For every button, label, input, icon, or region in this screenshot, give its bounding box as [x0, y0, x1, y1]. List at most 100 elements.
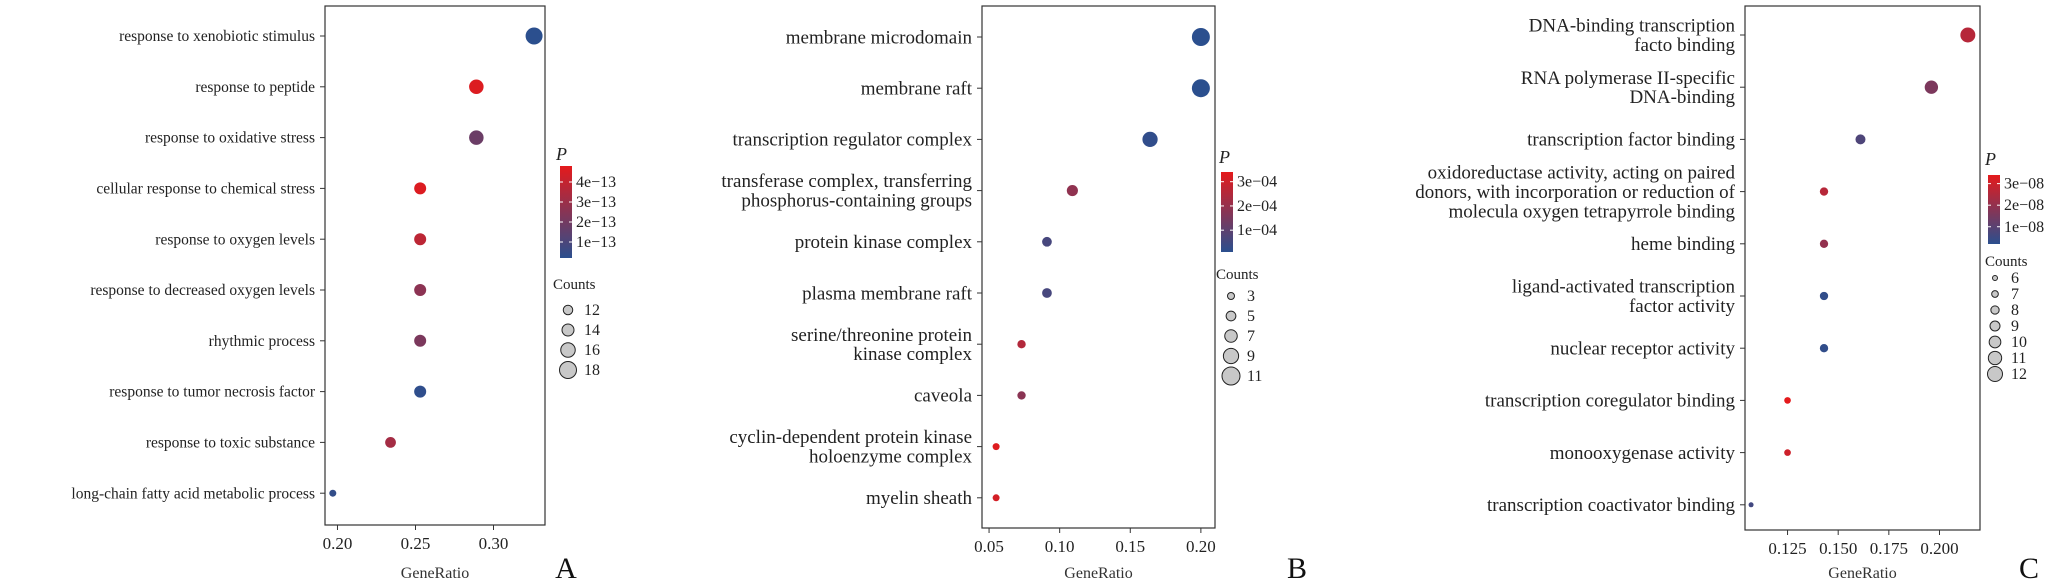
size-legend-dot: [1221, 366, 1241, 386]
data-point: [1191, 79, 1210, 98]
data-point: [525, 27, 543, 45]
panel-B: 0.05 0.10 0.15 0.20 GeneRatio membrane microd…: [721, 5, 1307, 584]
term-label: nuclear receptor activity: [1550, 338, 1735, 359]
color-legend-label: 4e−13: [576, 174, 616, 191]
term-label: factor activity: [1629, 296, 1736, 317]
term-label: facto binding: [1634, 35, 1735, 56]
term-label: DNA-binding transcription: [1529, 16, 1736, 37]
size-legend-label: 18: [584, 362, 600, 379]
data-point: [1142, 131, 1158, 148]
size-legend-label: 12: [2011, 366, 2027, 383]
data-point: [1960, 27, 1976, 43]
x-tick-label: 0.20: [1186, 537, 1216, 556]
x-tick-label: 0.10: [1045, 537, 1075, 556]
term-label: rhythmic process: [209, 333, 315, 350]
data-point: [329, 489, 337, 497]
data-point: [992, 494, 1000, 502]
x-tick-label: 0.05: [974, 537, 1004, 556]
plot-frame: [1744, 5, 1981, 531]
size-legend-title: Counts: [1216, 267, 1259, 283]
size-legend-label: 16: [584, 342, 600, 359]
color-legend-label: 1e−08: [2004, 219, 2044, 236]
data-point: [1819, 239, 1829, 248]
x-tick-label: 0.125: [1768, 539, 1806, 558]
size-legend-label: 11: [2011, 350, 2026, 367]
data-point: [469, 79, 484, 95]
term-label: response to oxidative stress: [145, 130, 315, 147]
size-legend-label: 3: [1247, 288, 1255, 305]
data-point: [414, 233, 427, 246]
data-point: [385, 437, 396, 448]
term-label: donors, with incorporation or reduction …: [1415, 182, 1735, 203]
term-label: response to oxygen levels: [155, 231, 315, 248]
size-legend-dot: [1989, 320, 2001, 332]
size-legend-label: 14: [584, 322, 600, 339]
term-label: transcription coactivator binding: [1487, 495, 1735, 516]
term-label: kinase complex: [853, 344, 972, 365]
size-legend-label: 7: [2011, 286, 2019, 303]
data-point: [1924, 80, 1939, 94]
x-tick-label: 0.150: [1819, 539, 1857, 558]
size-legend-dot: [1227, 292, 1235, 300]
color-legend-label: 3e−08: [2004, 176, 2044, 193]
term-label: DNA-binding: [1629, 87, 1735, 108]
data-point: [1017, 391, 1026, 400]
size-legend-label: 11: [1247, 368, 1262, 385]
term-label: serine/threonine protein: [791, 325, 972, 346]
term-label: monooxygenase activity: [1550, 443, 1736, 464]
x-tick-label: 0.30: [479, 534, 509, 553]
term-label: protein kinase complex: [795, 232, 973, 253]
size-legend-label: 7: [1247, 328, 1255, 345]
color-legend-label: 3e−04: [1237, 174, 1277, 191]
data-point: [992, 443, 1000, 451]
term-label: RNA polymerase II-specific: [1521, 68, 1735, 89]
size-legend-dot: [1992, 275, 1998, 281]
size-legend-label: 9: [1247, 348, 1255, 365]
term-label: molecula oxygen tetrapyrrole binding: [1449, 201, 1736, 222]
color-legend-label: 1e−13: [576, 234, 616, 251]
data-point: [414, 385, 427, 398]
panel-C: 0.125 0.150 0.175 0.200 GeneRatio DNA-binding…: [1415, 5, 2044, 584]
x-axis-label: GeneRatio: [1064, 565, 1132, 582]
panel-label: A: [555, 552, 577, 584]
x-tick-label: 0.200: [1920, 539, 1958, 558]
term-label: response to tumor necrosis factor: [109, 384, 316, 401]
size-legend-label: 5: [1247, 308, 1255, 325]
term-label: response to peptide: [195, 79, 315, 96]
data-point: [1042, 288, 1052, 298]
data-point: [414, 334, 427, 347]
x-tick-label: 0.25: [401, 534, 431, 553]
data-point: [1066, 185, 1078, 197]
size-legend-dot: [562, 304, 574, 316]
size-legend-dot: [1224, 329, 1238, 343]
term-label: plasma membrane raft: [802, 283, 973, 304]
data-point: [1042, 236, 1052, 247]
data-point: [1017, 340, 1026, 349]
size-legend-label: 9: [2011, 318, 2019, 335]
color-legend-label: 2e−08: [2004, 197, 2044, 214]
data-point: [1819, 291, 1829, 301]
x-axis-label: GeneRatio: [1828, 565, 1896, 582]
color-bar: [560, 166, 572, 258]
term-label: response to toxic substance: [146, 435, 315, 452]
x-axis-label: GeneRatio: [401, 565, 469, 582]
term-label: phosphorus-containing groups: [741, 191, 972, 212]
size-legend-dot: [559, 361, 577, 379]
size-legend-dot: [1991, 290, 1999, 298]
term-label: caveola: [914, 386, 973, 407]
panel-label: B: [1287, 552, 1307, 584]
color-legend-label: 2e−13: [576, 214, 616, 231]
data-point: [1784, 449, 1791, 456]
term-label: transferase complex, transferring: [721, 171, 972, 192]
term-label: transcription coregulator binding: [1485, 391, 1736, 412]
term-label: holoenzyme complex: [809, 447, 973, 468]
term-label: ligand-activated transcription: [1512, 277, 1736, 298]
color-legend-label: 2e−04: [1237, 198, 1277, 215]
size-legend-label: 8: [2011, 302, 2019, 319]
data-point: [1191, 28, 1210, 46]
term-label: cyclin-dependent protein kinase: [729, 427, 972, 448]
size-legend-label: 12: [584, 302, 600, 319]
term-label: heme binding: [1631, 234, 1735, 255]
term-label: membrane raft: [861, 78, 973, 99]
